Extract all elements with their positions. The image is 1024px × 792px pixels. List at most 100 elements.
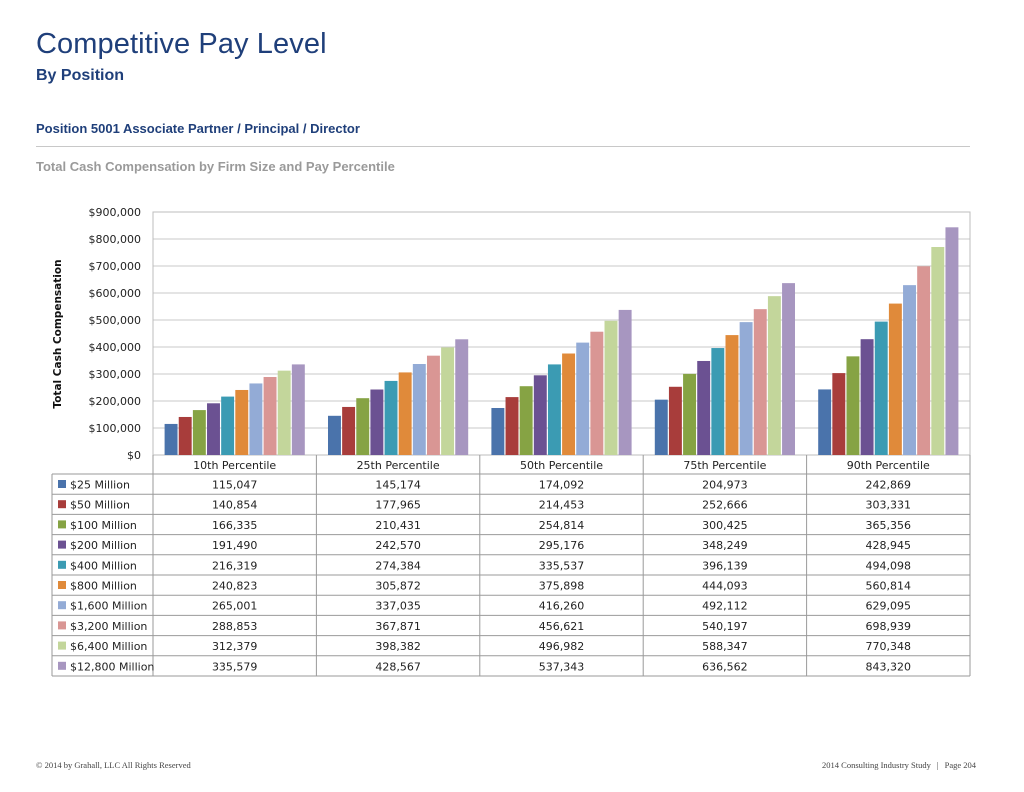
data-label: 492,112 — [702, 600, 748, 613]
page-subtitle: By Position — [36, 67, 125, 84]
y-axis-title: Total Cash Compensation — [52, 259, 64, 408]
y-tick-label: $800,000 — [89, 233, 142, 246]
y-tick-label: $500,000 — [89, 314, 142, 327]
data-label: 204,973 — [702, 479, 748, 492]
legend-label: $1,600 Million — [70, 600, 147, 613]
legend-swatch — [58, 641, 66, 650]
bar — [860, 339, 874, 455]
bar — [263, 377, 277, 455]
bar — [903, 285, 916, 455]
bar — [590, 331, 604, 455]
data-label: 300,425 — [702, 519, 748, 532]
bar — [277, 370, 291, 455]
data-label: 770,348 — [866, 640, 912, 653]
footer-page-number: Page 204 — [944, 760, 976, 770]
data-label: 588,347 — [702, 640, 748, 653]
legend-label: $400 Million — [70, 559, 137, 572]
legend-label: $12,800 Million — [70, 660, 154, 673]
bar — [782, 283, 795, 455]
legend-label: $800 Million — [70, 580, 137, 593]
data-label: 305,872 — [375, 580, 421, 593]
data-label: 843,320 — [866, 660, 912, 673]
position-label: Position 5001 Associate Partner / Princi… — [36, 121, 360, 136]
x-category-label: 25th Percentile — [357, 459, 440, 472]
footer-copyright: © 2014 by Grahall, LLC All Rights Reserv… — [36, 760, 191, 770]
data-label: 274,384 — [375, 559, 421, 572]
data-label: 242,570 — [375, 539, 421, 552]
bar — [917, 266, 931, 455]
y-tick-label: $700,000 — [89, 260, 142, 273]
bar — [370, 389, 384, 455]
data-label: 166,335 — [212, 519, 258, 532]
page-title: Competitive Pay Level — [36, 28, 327, 60]
legend-label: $6,400 Million — [70, 640, 147, 653]
x-category-label: 10th Percentile — [193, 459, 276, 472]
legend-swatch — [58, 581, 66, 589]
bar — [739, 322, 753, 455]
bar — [832, 373, 846, 455]
footer-study: 2014 Consulting Industry Study — [822, 760, 931, 770]
data-label: 335,537 — [539, 559, 585, 572]
data-label: 174,092 — [539, 479, 585, 492]
data-label: 629,095 — [866, 600, 912, 613]
y-tick-label: $0 — [127, 449, 141, 462]
bar — [618, 309, 632, 455]
chart-caption: Total Cash Compensation by Firm Size and… — [36, 159, 395, 174]
bar — [455, 339, 469, 455]
data-label: 496,982 — [539, 640, 585, 653]
legend-swatch — [58, 540, 66, 549]
data-label: 560,814 — [866, 580, 912, 593]
bar — [328, 415, 341, 455]
data-label: 252,666 — [702, 499, 748, 512]
bar — [547, 364, 561, 455]
footer-right: 2014 Consulting Industry Study | Page 204 — [822, 760, 976, 770]
bar — [221, 396, 235, 455]
y-tick-label: $300,000 — [89, 368, 142, 381]
bar — [441, 347, 455, 455]
legend-swatch — [58, 520, 66, 529]
bar — [398, 372, 412, 455]
data-label: 335,579 — [212, 660, 258, 673]
bar — [818, 389, 832, 455]
data-label: 698,939 — [866, 620, 912, 633]
data-label: 396,139 — [702, 559, 748, 572]
data-label: 428,567 — [375, 660, 421, 673]
bar — [426, 355, 440, 455]
bar — [207, 403, 220, 455]
legend-swatch — [58, 560, 66, 569]
bar — [533, 375, 547, 455]
x-category-label: 90th Percentile — [847, 459, 930, 472]
bar — [164, 423, 178, 455]
bar — [945, 227, 959, 455]
bar — [576, 342, 590, 455]
bar — [846, 356, 860, 455]
data-label: 191,490 — [212, 539, 258, 552]
legend-swatch — [58, 621, 66, 630]
legend-swatch — [58, 601, 66, 610]
bar — [384, 380, 398, 455]
data-label: 288,853 — [212, 620, 258, 633]
data-label: 636,562 — [702, 660, 748, 673]
divider — [36, 146, 970, 147]
footer-separator: | — [936, 760, 939, 770]
bar — [412, 364, 426, 455]
x-category-label: 75th Percentile — [683, 459, 766, 472]
legend-swatch — [58, 661, 66, 670]
bar — [235, 389, 249, 455]
data-label: 428,945 — [866, 539, 912, 552]
y-tick-label: $200,000 — [89, 395, 142, 408]
data-label: 145,174 — [375, 479, 421, 492]
bar — [178, 416, 192, 455]
bar — [874, 321, 888, 455]
bar — [725, 335, 739, 455]
bar — [711, 348, 725, 455]
bar — [668, 386, 682, 455]
legend-label: $3,200 Million — [70, 620, 147, 633]
data-label: 303,331 — [866, 499, 912, 512]
y-tick-label: $900,000 — [89, 206, 142, 219]
data-label: 240,823 — [212, 580, 258, 593]
data-label: 540,197 — [702, 620, 748, 633]
data-label: 398,382 — [375, 640, 421, 653]
legend-label: $100 Million — [70, 519, 137, 532]
